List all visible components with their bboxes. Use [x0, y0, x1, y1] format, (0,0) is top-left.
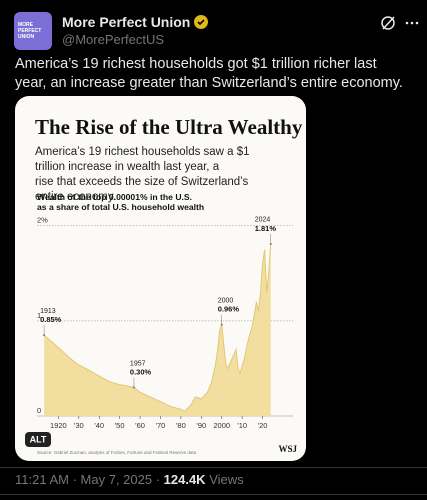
y-axis-label: Wealth of the top 0.00001% in the U.S. as… [37, 192, 204, 212]
x-tick-label: '10 [237, 421, 247, 430]
annotation-value: 0.85% [40, 315, 62, 324]
date[interactable]: May 7, 2025 [80, 472, 153, 487]
divider [0, 467, 427, 468]
annotation-year: 2024 [255, 217, 271, 224]
author-handle[interactable]: @MorePerfectUS [62, 32, 165, 47]
tweet-text: America’s 19 richest households got $1 t… [15, 56, 403, 91]
more-dot[interactable] [410, 21, 414, 25]
annotation-value: 0.96% [218, 305, 240, 314]
divider [0, 494, 427, 495]
tweet-icons [381, 16, 419, 30]
grok-icon[interactable] [381, 16, 395, 30]
annotation-point [269, 242, 272, 245]
annotation-point [132, 386, 135, 389]
chart-subtitle: America’s 19 richest households saw a $1… [35, 146, 250, 203]
time[interactable]: 11:21 AM [15, 472, 69, 487]
author-name[interactable]: More Perfect Union [62, 14, 209, 30]
grok-slash [382, 16, 395, 30]
avatar[interactable]: MORE PERFECT UNION [14, 12, 52, 50]
tweet-meta: 11:21 AM · May 7, 2025 · 124.4K Views [15, 472, 244, 487]
y-tick-label: 0 [37, 406, 41, 415]
x-tick-label: '40 [94, 421, 104, 430]
annotation-point [43, 334, 46, 337]
logo: WSJ [278, 444, 297, 454]
alt-badge: ALT [30, 434, 47, 444]
x-tick-label: 1920 [50, 421, 67, 430]
author-name-text[interactable]: More Perfect Union [62, 14, 191, 30]
chart-title: The Rise of the Ultra Wealthy [35, 115, 303, 139]
verified-badge [194, 15, 209, 29]
x-tick-label: '60 [135, 421, 145, 430]
area-line [43, 243, 272, 412]
annotation-point [220, 323, 223, 326]
x-tick-label: 2000 [213, 421, 230, 430]
annotation-year: 1957 [130, 360, 146, 367]
views-count: 124.4K [163, 472, 206, 487]
alt-badge-bg[interactable] [25, 432, 51, 447]
x-tick-label: '30 [74, 421, 84, 430]
more-dot[interactable] [415, 21, 419, 25]
chart-image[interactable]: The Rise of the Ultra Wealthy America’s 1… [15, 96, 306, 461]
y-tick-label: 2% [37, 216, 48, 225]
annotation-year: 2000 [218, 298, 234, 305]
more-dot[interactable] [405, 21, 409, 25]
source: Source: Gabriel Zucman, analysis of Forb… [37, 450, 197, 455]
annotation-year: 1913 [40, 308, 56, 315]
annotation-value: 1.81% [255, 224, 277, 233]
x-tick-label: '80 [176, 421, 186, 430]
x-tick-label: '50 [115, 421, 125, 430]
x-tick-label: '90 [196, 421, 206, 430]
x-tick-label: '70 [156, 421, 166, 430]
views-word: Views [209, 472, 244, 487]
x-tick-label: '20 [258, 421, 268, 430]
annotation-value: 0.30% [130, 367, 152, 376]
y-tick-label: 1 [37, 311, 41, 320]
